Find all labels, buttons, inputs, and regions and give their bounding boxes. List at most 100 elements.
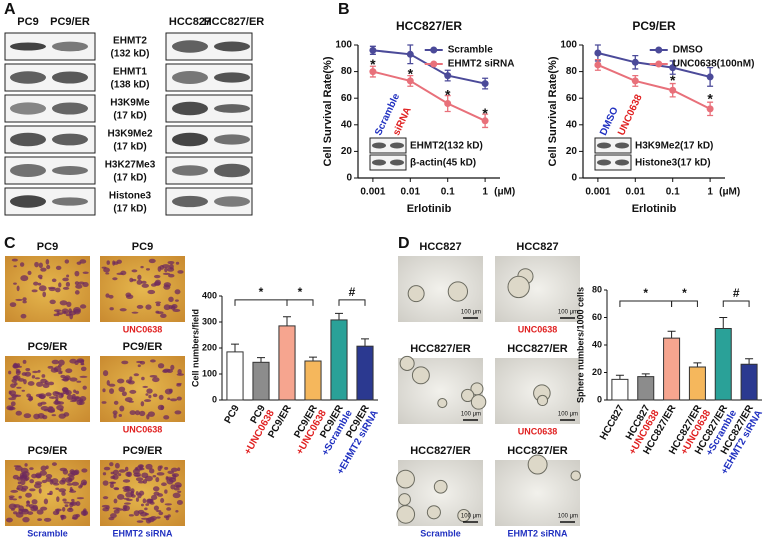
significance-label: # <box>733 286 740 300</box>
sphere <box>470 394 487 410</box>
cell <box>16 285 20 292</box>
image-title: HCC827/ER <box>507 343 568 355</box>
cell <box>161 482 167 487</box>
cell <box>53 313 58 317</box>
cell <box>15 410 22 416</box>
cell <box>108 383 116 387</box>
band <box>10 132 46 147</box>
inset-blot <box>369 154 407 171</box>
cell <box>177 368 182 375</box>
cell <box>145 463 153 470</box>
cell <box>61 308 69 315</box>
cell <box>82 281 89 288</box>
cell <box>122 504 128 510</box>
cell <box>164 489 168 494</box>
cell <box>23 413 32 419</box>
y-tick-label: 300 <box>202 316 217 326</box>
cell <box>120 270 127 276</box>
cell <box>128 514 134 517</box>
cell <box>5 517 13 523</box>
panel-letter: A <box>4 1 16 18</box>
cell <box>27 511 34 515</box>
error-bar <box>257 357 265 363</box>
image-treatment: UNC0638 <box>123 424 163 434</box>
cell <box>46 264 51 270</box>
cell <box>8 397 17 401</box>
marker <box>594 49 602 57</box>
cell <box>113 413 117 419</box>
cell <box>50 367 59 373</box>
image-title: HCC827 <box>516 241 558 253</box>
band <box>10 195 46 208</box>
cell <box>131 278 137 282</box>
protein-weight: (17 kD) <box>113 142 146 153</box>
cell <box>22 516 30 523</box>
protein-weight: (17 kD) <box>113 111 146 122</box>
sphere <box>396 505 416 524</box>
band <box>597 142 611 149</box>
cell <box>74 360 79 365</box>
cell <box>70 470 79 476</box>
cell <box>37 518 43 521</box>
cell <box>176 383 182 387</box>
image-title: PC9 <box>37 241 58 253</box>
band <box>615 142 629 149</box>
image-title: PC9/ER <box>28 341 68 353</box>
y-tick-label: 0 <box>571 173 577 184</box>
cell <box>140 503 144 507</box>
cell <box>37 412 45 419</box>
cell <box>109 388 115 395</box>
cell <box>142 385 149 388</box>
cell <box>74 290 80 295</box>
sphere <box>507 275 530 299</box>
protein-name: H3K27Me3 <box>105 160 156 171</box>
cell <box>13 504 21 508</box>
band <box>52 71 88 84</box>
y-tick-label: 0 <box>212 394 217 404</box>
cell <box>10 394 18 397</box>
sphere <box>570 470 581 481</box>
bar <box>688 366 706 401</box>
cell <box>148 468 155 474</box>
cell <box>62 277 69 282</box>
cell <box>63 501 70 504</box>
lane-label: PC9/ER <box>50 16 90 28</box>
error-bar <box>693 362 702 367</box>
cell <box>27 270 32 276</box>
cell <box>174 410 182 415</box>
cell <box>10 508 15 511</box>
cell <box>118 473 122 477</box>
cell <box>129 376 133 381</box>
image-treatment: Scramble <box>27 528 68 538</box>
band <box>615 159 629 166</box>
error-bar <box>335 312 343 320</box>
band <box>10 71 46 84</box>
cell <box>37 282 42 286</box>
cell <box>40 465 47 472</box>
cell <box>19 262 25 267</box>
significance-bracket <box>234 299 288 306</box>
cell <box>24 371 32 377</box>
error-bar <box>361 338 369 347</box>
legend-marker <box>655 46 663 54</box>
cell <box>134 467 138 471</box>
band <box>10 42 46 51</box>
sphere <box>411 366 430 385</box>
cell <box>160 498 165 503</box>
cell <box>141 376 145 381</box>
cell <box>79 395 87 402</box>
cell <box>124 397 133 402</box>
cell <box>118 414 123 417</box>
significance-label: * <box>298 285 303 299</box>
cell <box>79 259 87 264</box>
cell <box>163 284 171 290</box>
cell <box>102 388 106 393</box>
y-tick-label: 20 <box>592 367 602 377</box>
cell <box>76 497 85 500</box>
cell <box>175 299 179 302</box>
cell <box>166 507 172 511</box>
inset-blot <box>369 137 407 154</box>
cell <box>65 368 73 374</box>
cell <box>17 481 21 485</box>
cell <box>149 374 158 378</box>
